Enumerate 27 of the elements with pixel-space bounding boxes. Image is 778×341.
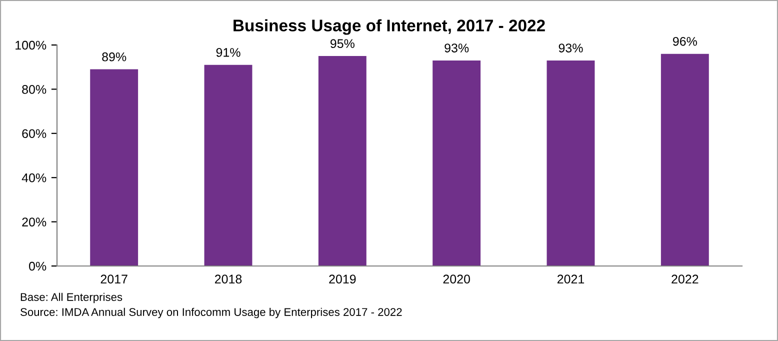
x-tick-label: 2019	[329, 274, 356, 284]
bar	[660, 54, 709, 266]
bar	[204, 64, 252, 266]
x-tick-label: 2018	[214, 274, 242, 284]
y-tick-label: 0%	[29, 262, 46, 271]
y-tick-label: 20%	[22, 218, 46, 226]
x-tick-label: 2017	[100, 274, 128, 284]
data-label: 95%	[330, 39, 354, 48]
y-tick-label: 80%	[22, 85, 46, 94]
chart-title: Business Usage of Internet, 2017 - 2022	[234, 19, 545, 35]
y-tick-label: 100%	[16, 40, 46, 50]
data-label: 96%	[672, 36, 697, 46]
bar	[546, 60, 595, 266]
data-label: 91%	[216, 48, 240, 57]
source-note: Source: IMDA Annual Survey on Infocomm Usage by Enterprises 2017 - 2022	[20, 308, 402, 318]
data-label: 93%	[444, 44, 469, 52]
bar	[90, 69, 138, 266]
y-tick-label: 60%	[22, 129, 46, 138]
data-label: 89%	[102, 52, 126, 62]
bar	[318, 56, 366, 266]
x-tick-label: 2022	[672, 274, 698, 284]
y-tick-label: 40%	[22, 173, 46, 182]
data-label: 93%	[558, 44, 583, 52]
x-tick-label: 2020	[443, 274, 470, 284]
bar	[432, 60, 481, 266]
text: Base: All Enterprises	[20, 292, 122, 304]
x-tick-label: 2021	[557, 274, 584, 284]
